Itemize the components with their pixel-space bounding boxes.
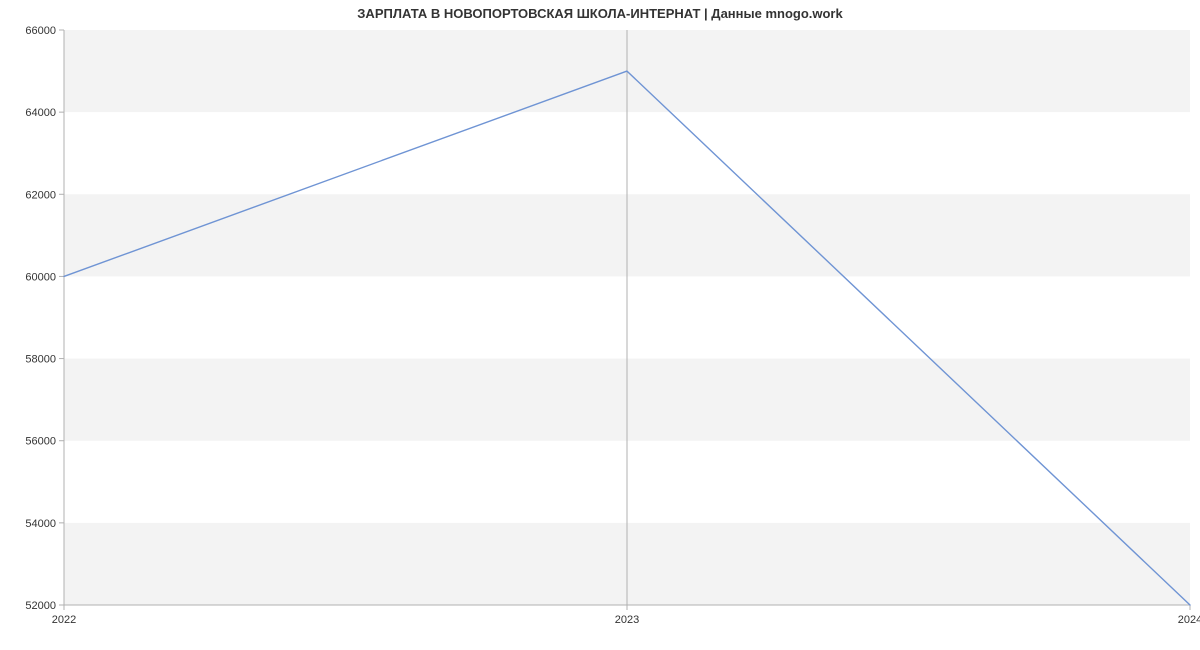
y-tick-label: 56000 xyxy=(25,436,56,448)
salary-line-chart: ЗАРПЛАТА В НОВОПОРТОВСКАЯ ШКОЛА-ИНТЕРНАТ… xyxy=(0,0,1200,650)
chart-title: ЗАРПЛАТА В НОВОПОРТОВСКАЯ ШКОЛА-ИНТЕРНАТ… xyxy=(0,6,1200,21)
y-tick-label: 54000 xyxy=(25,518,56,530)
y-tick-label: 62000 xyxy=(25,189,56,201)
y-tick-label: 60000 xyxy=(25,271,56,283)
y-tick-label: 58000 xyxy=(25,354,56,366)
y-tick-label: 52000 xyxy=(25,600,56,612)
x-tick-label: 2023 xyxy=(615,614,639,626)
x-tick-label: 2024 xyxy=(1178,614,1200,626)
x-tick-label: 2022 xyxy=(52,614,76,626)
y-tick-label: 64000 xyxy=(25,107,56,119)
chart-canvas: 52000 54000 56000 58000 60000 62000 64000 66000… xyxy=(0,0,1200,650)
y-tick-label: 66000 xyxy=(25,25,56,37)
